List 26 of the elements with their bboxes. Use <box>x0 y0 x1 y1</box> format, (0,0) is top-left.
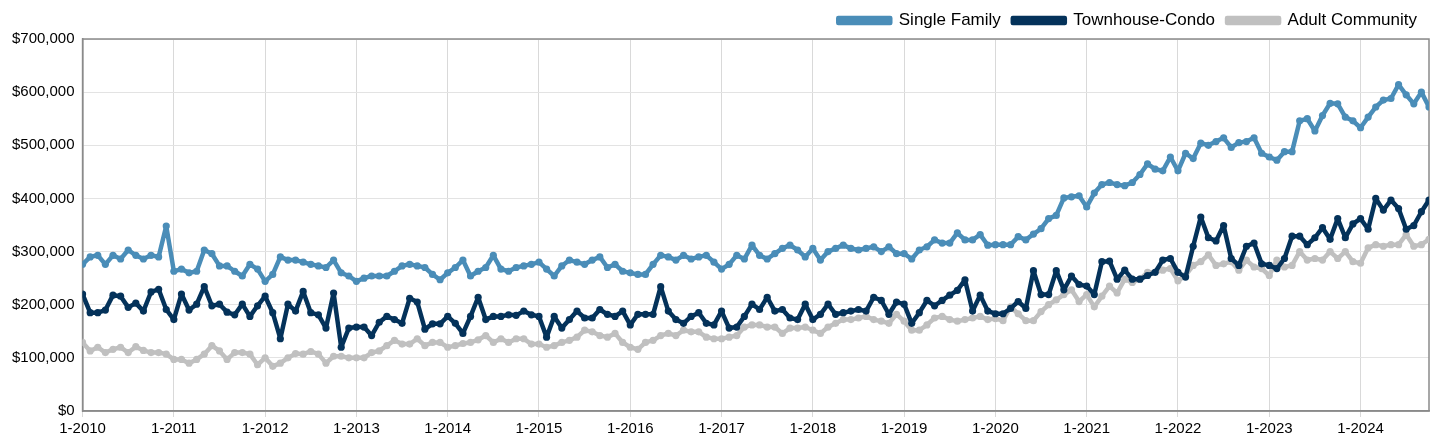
x-tick-label: 1-2013 <box>333 419 380 437</box>
x-tick-label: 1-2010 <box>59 419 106 437</box>
x-tick-label: 1-2019 <box>880 419 928 437</box>
legend-label: Townhouse-Condo <box>1073 10 1216 30</box>
x-tick-label: 1-2020 <box>972 419 1019 437</box>
x-tick-label: 1-2021 <box>1063 419 1111 437</box>
x-tick-label: 1-2017 <box>698 419 745 437</box>
legend-label: Single Family <box>898 10 1002 30</box>
y-tick-label: $100,000 <box>11 348 75 365</box>
y-tick-label: $600,000 <box>11 82 75 100</box>
y-tick-label: $300,000 <box>11 241 75 259</box>
x-tick-label: 1-2016 <box>606 419 654 437</box>
x-tick-label: 1-2015 <box>515 419 563 437</box>
y-tick-label: $200,000 <box>11 294 75 312</box>
x-tick-label: 1-2024 <box>1337 419 1384 437</box>
x-tick-label: 1-2014 <box>424 419 472 437</box>
x-tick-label: 1-2022 <box>1154 419 1202 437</box>
y-tick-label: $400,000 <box>11 188 75 206</box>
x-tick-label: 1-2023 <box>1245 419 1293 437</box>
x-tick-label: 1-2018 <box>789 419 837 437</box>
legend-label: Adult Community <box>1287 10 1418 30</box>
x-tick-label: 1-2012 <box>241 419 289 437</box>
x-tick-label: 1-2011 <box>151 419 197 437</box>
y-tick-label: $0 <box>57 401 75 419</box>
y-tick-label: $500,000 <box>11 135 75 153</box>
y-tick-label: $700,000 <box>11 29 75 47</box>
